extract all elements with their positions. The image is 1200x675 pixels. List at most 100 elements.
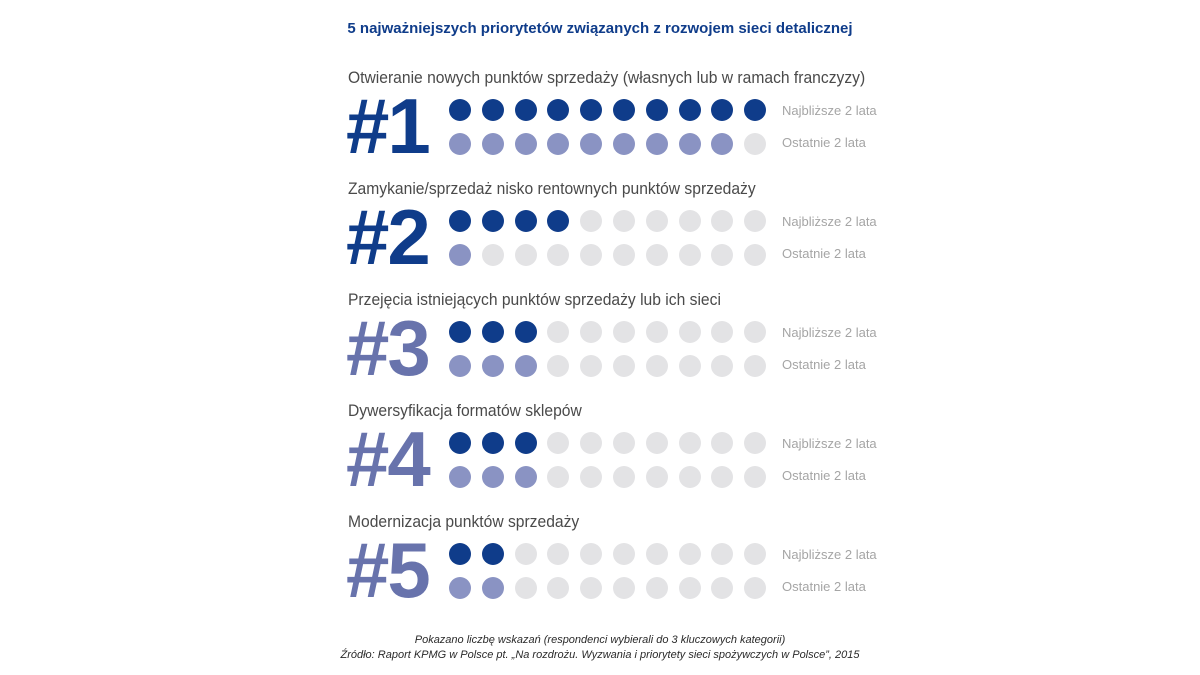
dot-next-filled — [481, 321, 504, 343]
dot-next-empty — [547, 543, 570, 565]
dot-next-empty — [678, 321, 701, 343]
dot-last-filled — [481, 577, 504, 599]
dot-next-empty — [711, 210, 734, 232]
dot-last-filled — [449, 244, 471, 266]
dot-last-filled — [481, 355, 504, 377]
priority-block-3: Przejęcia istniejących punktów sprzedaży… — [0, 290, 1200, 401]
dot-next-filled — [481, 210, 504, 232]
rank-number: #1 — [346, 82, 431, 170]
dot-last-empty — [744, 244, 767, 266]
dot-next-filled — [580, 99, 603, 121]
dot-next-filled — [514, 210, 537, 232]
dot-next-empty — [580, 210, 603, 232]
priority-title: Otwieranie nowych punktów sprzedaży (wła… — [348, 68, 866, 87]
dot-last-empty — [580, 466, 603, 488]
dot-next-empty — [547, 321, 570, 343]
dot-next-empty — [613, 432, 635, 454]
rank-number: #2 — [346, 193, 431, 281]
dot-next-filled — [481, 99, 504, 121]
dot-next-empty — [711, 321, 734, 343]
dot-last-empty — [481, 244, 504, 266]
chart-title: 5 najważniejszych priorytetów związanych… — [347, 20, 853, 37]
dot-last-empty — [514, 577, 537, 599]
legend-last-label: Ostatnie 2 lata — [782, 468, 866, 483]
priority-block-2: Zamykanie/sprzedaż nisko rentownych punk… — [0, 179, 1200, 290]
dot-next-empty — [613, 210, 635, 232]
dot-last-empty — [645, 577, 668, 599]
dot-next-empty — [514, 543, 537, 565]
dot-next-empty — [580, 543, 603, 565]
footnote-source: Źródło: Raport KPMG w Polsce pt. „Na roz… — [340, 649, 860, 661]
dot-last-filled — [514, 133, 537, 155]
dot-next-empty — [744, 432, 767, 454]
dot-next-filled — [645, 99, 668, 121]
dot-next-filled — [613, 99, 635, 121]
dot-last-empty — [580, 355, 603, 377]
rank-number: #4 — [346, 415, 431, 503]
legend-next-label: Najbliższe 2 lata — [782, 214, 877, 229]
dot-last-empty — [744, 466, 767, 488]
legend-last-label: Ostatnie 2 lata — [782, 246, 866, 261]
dot-next-empty — [645, 543, 668, 565]
dot-last-filled — [514, 466, 537, 488]
dot-last-empty — [744, 577, 767, 599]
dot-next-filled — [514, 321, 537, 343]
dot-last-empty — [580, 244, 603, 266]
dot-next-empty — [580, 321, 603, 343]
dot-last-empty — [678, 577, 701, 599]
legend-last-label: Ostatnie 2 lata — [782, 357, 866, 372]
dot-next-filled — [449, 99, 471, 121]
dot-next-empty — [678, 432, 701, 454]
priority-block-5: Modernizacja punktów sprzedaży #5 Najbli… — [0, 512, 1200, 623]
dot-next-empty — [613, 321, 635, 343]
dot-last-empty — [613, 466, 635, 488]
dot-next-filled — [547, 210, 570, 232]
footnote-note: Pokazano liczbę wskazań (respondenci wyb… — [414, 634, 786, 646]
dot-last-filled — [547, 133, 570, 155]
legend-next-label: Najbliższe 2 lata — [782, 325, 877, 340]
dot-next-filled — [449, 432, 471, 454]
priority-title: Dywersyfikacja formatów sklepów — [348, 401, 582, 420]
legend-last-label: Ostatnie 2 lata — [782, 579, 866, 594]
dot-next-filled — [481, 543, 504, 565]
dot-last-filled — [449, 355, 471, 377]
dot-next-empty — [580, 432, 603, 454]
dot-last-filled — [645, 133, 668, 155]
priority-block-1: Otwieranie nowych punktów sprzedaży (wła… — [0, 68, 1200, 179]
dot-last-empty — [547, 577, 570, 599]
dot-next-empty — [678, 210, 701, 232]
rank-number: #5 — [346, 526, 431, 614]
dot-last-filled — [449, 577, 471, 599]
dot-last-empty — [711, 577, 734, 599]
dot-next-empty — [744, 210, 767, 232]
priority-title: Przejęcia istniejących punktów sprzedaży… — [348, 290, 721, 309]
dot-next-empty — [613, 543, 635, 565]
dot-last-filled — [711, 133, 734, 155]
dot-next-empty — [711, 543, 734, 565]
dot-last-empty — [613, 244, 635, 266]
dot-next-filled — [678, 99, 701, 121]
dot-last-empty — [744, 355, 767, 377]
dot-last-empty — [645, 466, 668, 488]
rank-number: #3 — [346, 304, 431, 392]
dot-last-filled — [514, 355, 537, 377]
priority-title: Zamykanie/sprzedaż nisko rentownych punk… — [348, 179, 756, 198]
dot-next-empty — [678, 543, 701, 565]
dot-next-filled — [449, 543, 471, 565]
dot-last-empty — [645, 244, 668, 266]
dot-last-empty — [547, 355, 570, 377]
dot-last-filled — [678, 133, 701, 155]
dot-next-filled — [547, 99, 570, 121]
dot-next-filled — [711, 99, 734, 121]
dot-next-filled — [449, 210, 471, 232]
dot-next-filled — [449, 321, 471, 343]
legend-next-label: Najbliższe 2 lata — [782, 547, 877, 562]
dot-last-empty — [678, 466, 701, 488]
dot-next-empty — [547, 432, 570, 454]
legend-next-label: Najbliższe 2 lata — [782, 103, 877, 118]
dot-last-empty — [678, 355, 701, 377]
dot-next-empty — [744, 321, 767, 343]
dot-last-empty — [580, 577, 603, 599]
legend-next-label: Najbliższe 2 lata — [782, 436, 877, 451]
priority-title: Modernizacja punktów sprzedaży — [348, 512, 580, 531]
